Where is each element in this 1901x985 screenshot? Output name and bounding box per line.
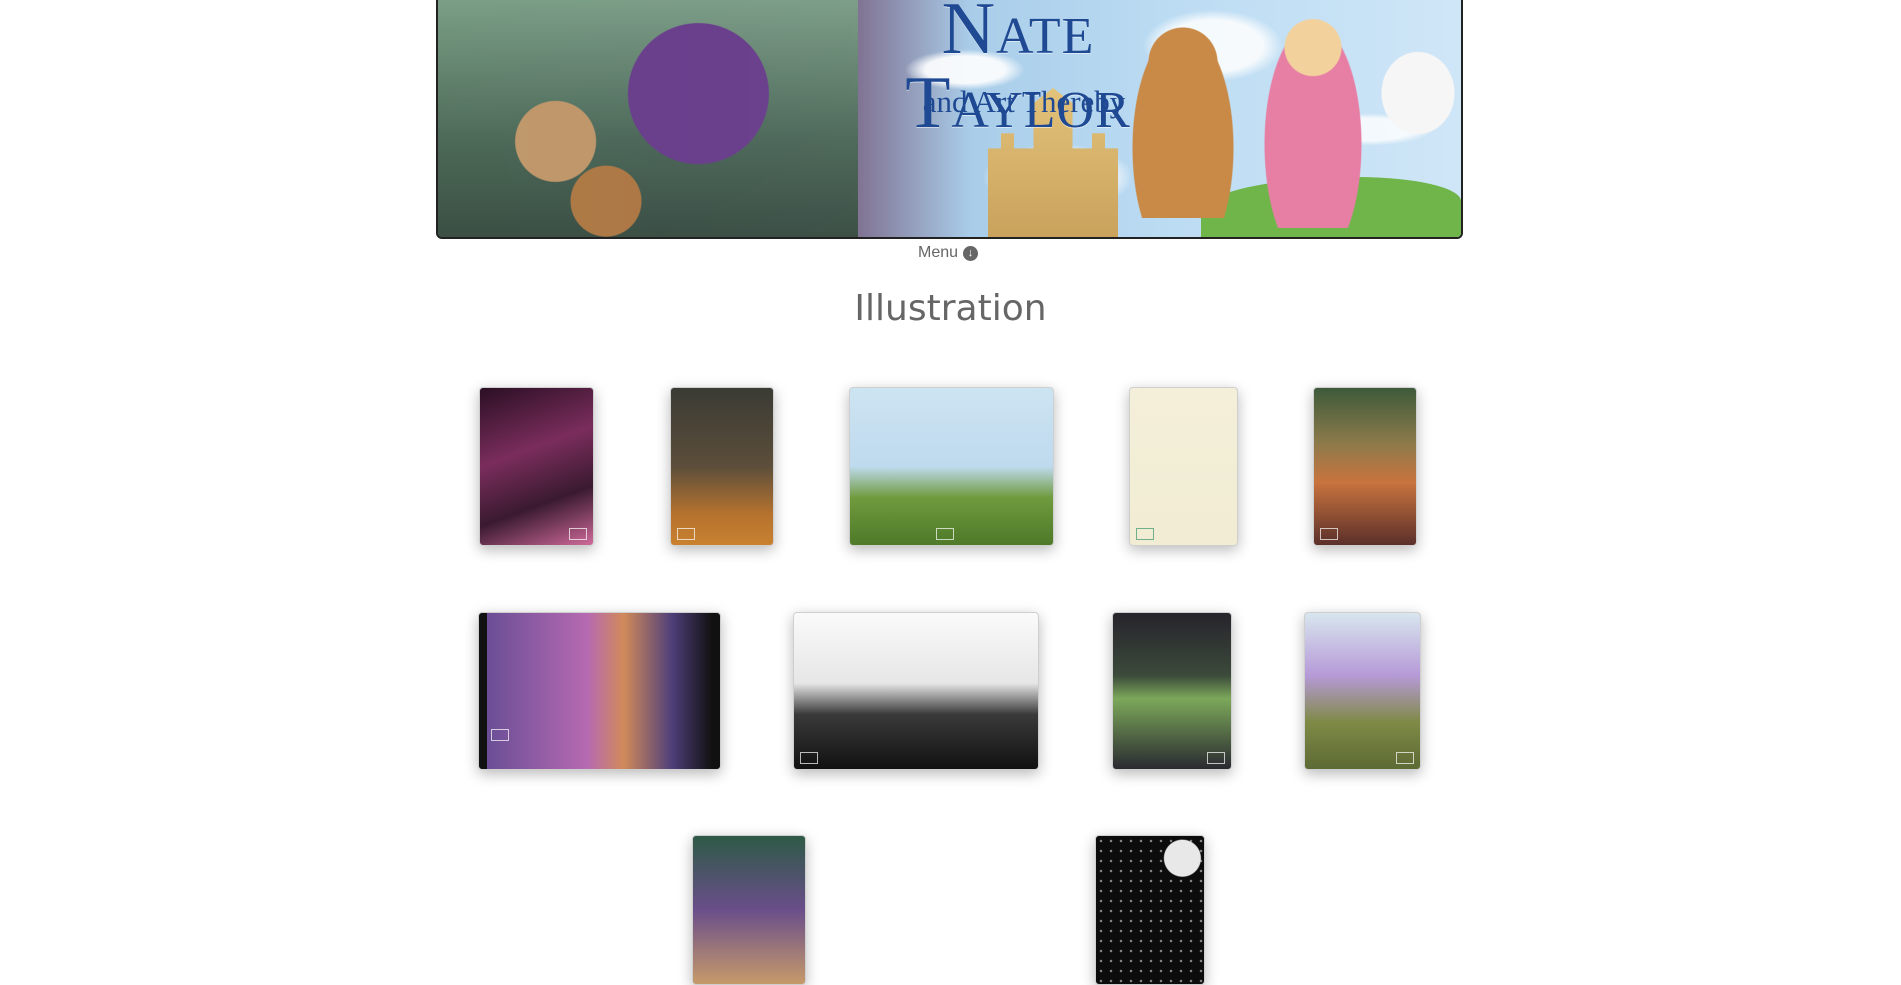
banner-fantasy-artwork xyxy=(438,0,858,237)
gallery-thumbnail[interactable] xyxy=(1129,387,1238,546)
signature-mark xyxy=(677,528,695,540)
signature-mark xyxy=(800,752,818,764)
gallery-thumbnail[interactable] xyxy=(849,387,1054,546)
gallery-thumbnail[interactable] xyxy=(1095,835,1205,985)
site-banner[interactable]: Nate Taylor and Art Thereby xyxy=(436,0,1463,239)
page-title: Illustration xyxy=(854,288,1047,329)
gallery-thumbnail[interactable] xyxy=(1304,612,1421,770)
signature-mark xyxy=(1207,752,1225,764)
menu-toggle[interactable]: Menu ↓ xyxy=(918,244,979,262)
gallery-thumbnail[interactable] xyxy=(1112,612,1232,770)
signature-mark xyxy=(569,528,587,540)
gallery-thumbnail[interactable] xyxy=(478,612,721,770)
signature-mark xyxy=(1136,528,1154,540)
gallery-thumbnail[interactable] xyxy=(479,387,594,546)
signature-mark xyxy=(1320,528,1338,540)
site-subtitle: and Art Thereby xyxy=(922,84,1126,119)
gallery-thumbnail[interactable] xyxy=(1313,387,1417,546)
signature-mark xyxy=(1396,752,1414,764)
site-title[interactable]: Nate Taylor xyxy=(905,0,1131,144)
gallery-thumbnail[interactable] xyxy=(670,387,774,546)
arrow-circle-down-icon: ↓ xyxy=(963,245,979,261)
signature-mark xyxy=(491,729,509,741)
banner-girl xyxy=(1258,8,1368,228)
banner-hobby-horse xyxy=(1378,48,1458,138)
signature-mark xyxy=(936,528,954,540)
banner-teddy-bear xyxy=(1128,18,1238,218)
gallery-thumbnail[interactable] xyxy=(793,612,1039,770)
menu-label: Menu xyxy=(918,244,959,261)
gallery-thumbnail[interactable] xyxy=(692,835,806,985)
